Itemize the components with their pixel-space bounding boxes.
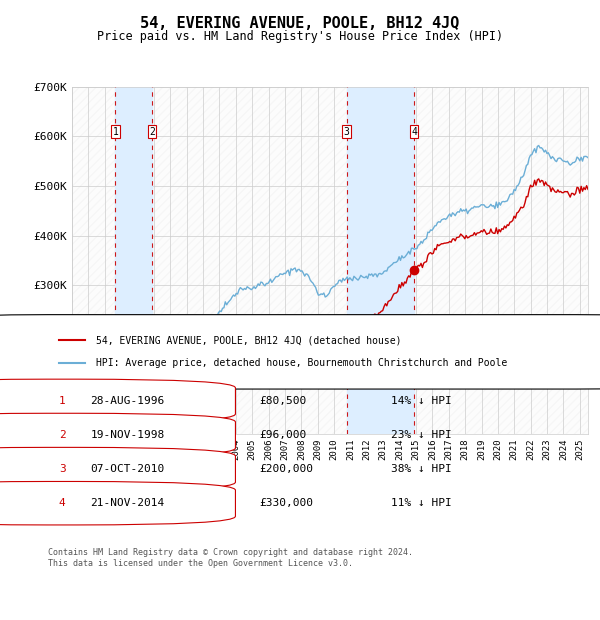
Text: 07-OCT-2010: 07-OCT-2010	[90, 464, 164, 474]
Text: 4: 4	[411, 127, 417, 137]
Text: £200,000: £200,000	[259, 464, 313, 474]
Text: 19-NOV-1998: 19-NOV-1998	[90, 430, 164, 440]
Text: 14% ↓ HPI: 14% ↓ HPI	[391, 396, 452, 406]
Text: Price paid vs. HM Land Registry's House Price Index (HPI): Price paid vs. HM Land Registry's House …	[97, 30, 503, 43]
Text: 11% ↓ HPI: 11% ↓ HPI	[391, 498, 452, 508]
Text: 54, EVERING AVENUE, POOLE, BH12 4JQ: 54, EVERING AVENUE, POOLE, BH12 4JQ	[140, 16, 460, 30]
FancyBboxPatch shape	[0, 414, 235, 457]
FancyBboxPatch shape	[0, 379, 235, 423]
FancyBboxPatch shape	[0, 448, 235, 491]
FancyBboxPatch shape	[67, 87, 593, 434]
Text: Contains HM Land Registry data © Crown copyright and database right 2024.
This d: Contains HM Land Registry data © Crown c…	[48, 548, 413, 568]
Text: 54, EVERING AVENUE, POOLE, BH12 4JQ (detached house): 54, EVERING AVENUE, POOLE, BH12 4JQ (det…	[95, 335, 401, 345]
Text: 4: 4	[59, 498, 65, 508]
Text: 2: 2	[59, 430, 65, 440]
Text: £80,500: £80,500	[259, 396, 307, 406]
Text: 23% ↓ HPI: 23% ↓ HPI	[391, 430, 452, 440]
Text: 1: 1	[59, 396, 65, 406]
Text: HPI: Average price, detached house, Bournemouth Christchurch and Poole: HPI: Average price, detached house, Bour…	[95, 358, 507, 368]
FancyBboxPatch shape	[0, 314, 600, 389]
Text: 21-NOV-2014: 21-NOV-2014	[90, 498, 164, 508]
Text: £330,000: £330,000	[259, 498, 313, 508]
Text: £96,000: £96,000	[259, 430, 307, 440]
Text: 2: 2	[149, 127, 155, 137]
FancyBboxPatch shape	[0, 482, 235, 525]
Text: 3: 3	[59, 464, 65, 474]
Text: 3: 3	[344, 127, 350, 137]
Bar	[115, 87, 152, 434]
Text: 28-AUG-1996: 28-AUG-1996	[90, 396, 164, 406]
Text: 38% ↓ HPI: 38% ↓ HPI	[391, 464, 452, 474]
Text: 1: 1	[112, 127, 118, 137]
Bar	[347, 87, 414, 434]
